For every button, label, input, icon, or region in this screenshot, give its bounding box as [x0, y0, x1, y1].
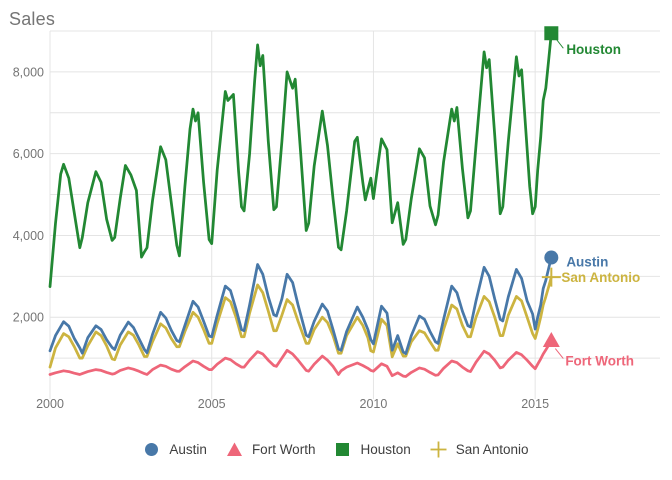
legend-item-san-antonio[interactable]: San Antonio [430, 441, 529, 458]
x-axis-tick-label: 2010 [360, 397, 388, 411]
x-axis-tick-label: 2005 [198, 397, 226, 411]
series-marker-austin [544, 250, 559, 265]
legend-item-austin[interactable]: Austin [143, 441, 207, 458]
x-axis-tick-label: 2015 [521, 397, 549, 411]
legend-item-label: Fort Worth [251, 442, 316, 457]
chart-legend: Austin Fort Worth Houston San Antonio [0, 441, 672, 458]
y-axis-tick-label: 2,000 [13, 311, 44, 325]
chart-title: Sales [9, 9, 56, 29]
series-line-san-antonio [48, 275, 553, 369]
series-line-fort-worth [48, 339, 553, 378]
san-antonio-legend-plus-icon [430, 441, 447, 458]
legend-item-label: San Antonio [455, 442, 529, 457]
legend-item-label: Austin [169, 442, 207, 457]
label-leader-line [555, 38, 564, 49]
legend-item-houston[interactable]: Houston [334, 441, 411, 458]
x-axis-tick-label: 2000 [36, 397, 64, 411]
series-end-label-houston: Houston [566, 42, 621, 57]
series-end-label-fort-worth: Fort Worth [565, 354, 634, 369]
series-end-label-san-antonio: San Antonio [561, 270, 640, 285]
label-leader-line [554, 348, 564, 359]
series-marker-fort-worth [542, 332, 560, 348]
series-line-houston [48, 31, 553, 288]
sales-line-chart: 2,000 4,000 6,000 8,000 2000 2005 2010 2015 Hous… [13, 26, 660, 411]
fort-worth-legend-triangle-icon [226, 442, 242, 456]
y-axis-tick-label: 8,000 [13, 65, 44, 79]
series-end-label-austin: Austin [566, 255, 608, 270]
series-line-austin [48, 256, 553, 355]
legend-item-label: Houston [360, 442, 411, 457]
y-axis-tick-label: 6,000 [13, 147, 44, 161]
series-marker-houston [544, 26, 559, 41]
austin-legend-circle-icon [145, 443, 159, 456]
y-axis-tick-label: 4,000 [13, 229, 44, 243]
legend-item-fort-worth[interactable]: Fort Worth [226, 441, 316, 458]
houston-legend-square-icon [336, 443, 350, 456]
